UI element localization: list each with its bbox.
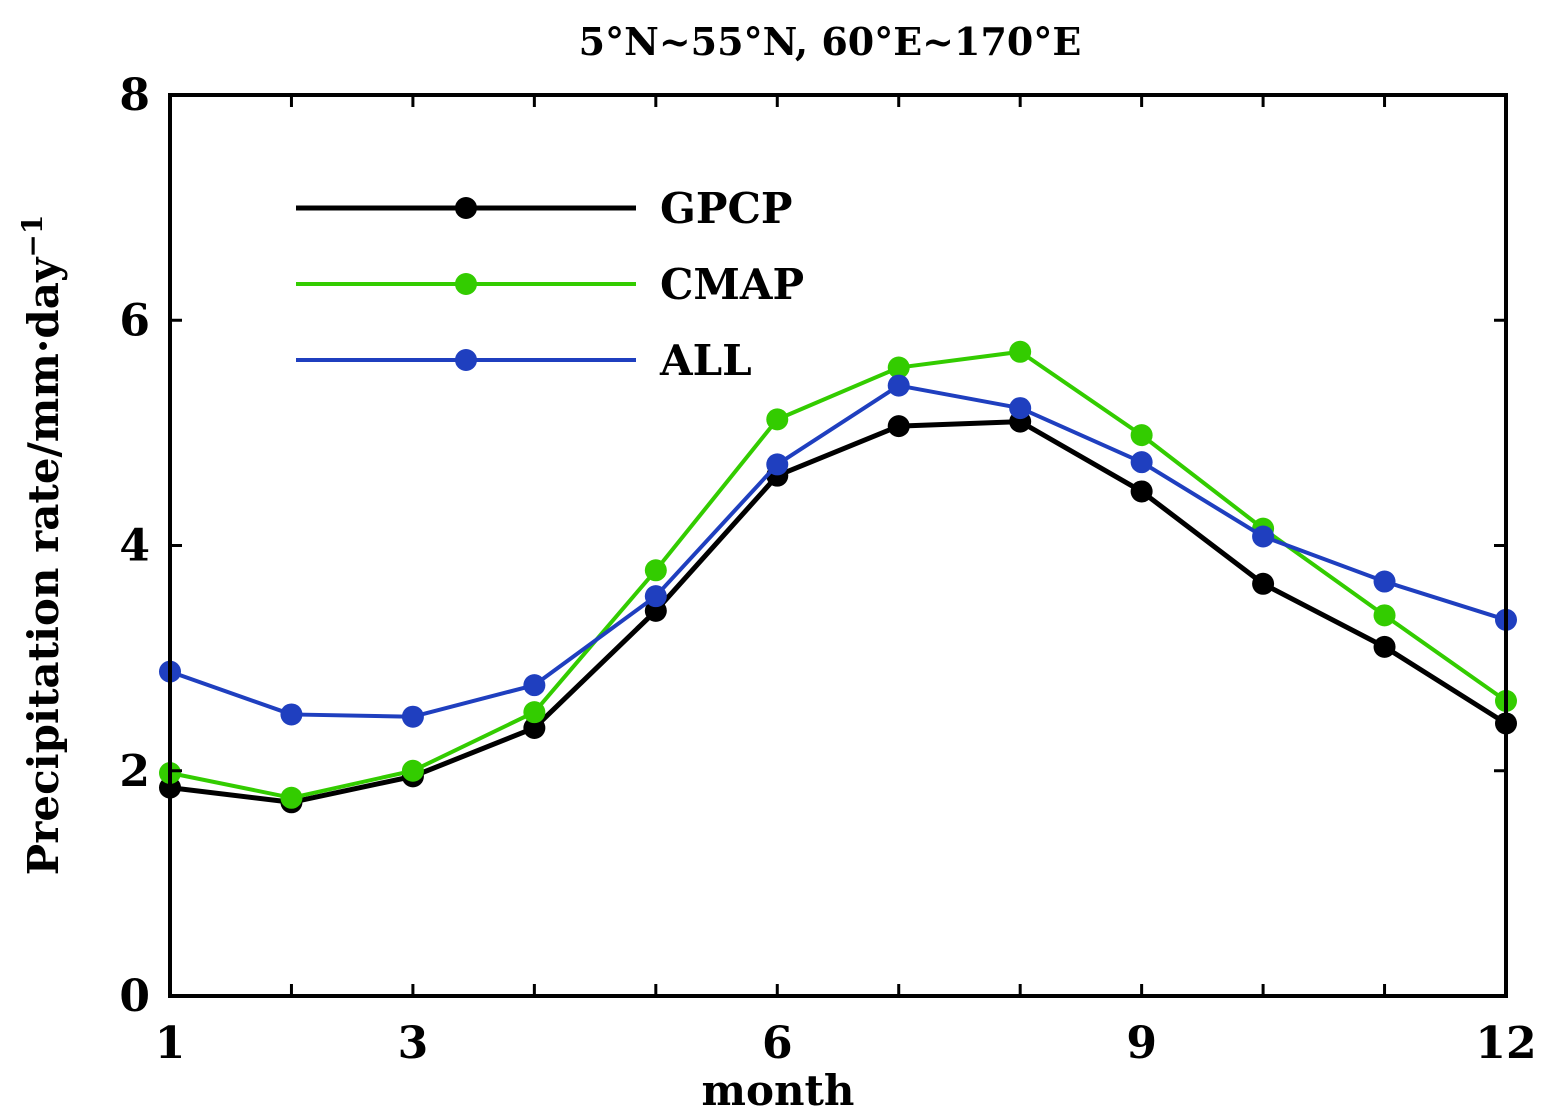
x-tick-label: 6 (762, 1018, 793, 1069)
point-all (644, 585, 667, 608)
ticks-layer: 1 3 6 9 12 0 2 4 6 8 (119, 70, 1536, 1069)
y-axis-title-main: Precipitation rate/mm·day (19, 256, 68, 875)
point-cmap (1009, 340, 1032, 363)
point-cmap (887, 356, 910, 379)
series-cmap (159, 340, 1517, 809)
point-all (1130, 451, 1153, 474)
legend-marker-gpcp (455, 197, 477, 219)
point-all (401, 705, 424, 728)
series-line-all (169, 383, 1507, 719)
series-line-cmap (169, 349, 1508, 800)
x-tick-label: 12 (1475, 1018, 1536, 1069)
point-cmap (1130, 424, 1153, 447)
y-tick-label: 0 (119, 971, 150, 1022)
y-axis-title-superscript: −1 (16, 215, 49, 258)
y-tick-label: 8 (119, 70, 150, 121)
point-all (1373, 570, 1396, 593)
x-tick-label: 9 (1126, 1018, 1157, 1069)
y-axis-title: Precipitation rate/mm·day−1 (16, 215, 68, 876)
point-cmap (644, 559, 667, 582)
legend-marker-all (455, 349, 477, 371)
plot-frame (168, 93, 1508, 998)
legend-item-gpcp: GPCP (296, 184, 792, 233)
point-all (523, 674, 546, 697)
point-all (766, 453, 789, 476)
point-all (887, 374, 910, 397)
y-tick-label: 4 (119, 521, 150, 572)
point-gpcp (523, 716, 546, 739)
legend-label-cmap: CMAP (660, 260, 804, 309)
point-all (1252, 525, 1275, 548)
point-all (280, 703, 303, 726)
x-tick-label: 3 (398, 1018, 429, 1069)
legend-label-all: ALL (659, 336, 752, 385)
point-gpcp (1130, 480, 1153, 503)
legend-item-all: ALL (296, 336, 752, 385)
series-layer (159, 340, 1517, 814)
point-gpcp (1373, 635, 1396, 658)
y-tick-label: 6 (119, 295, 150, 346)
x-tick-label: 1 (155, 1018, 186, 1069)
series-line-gpcp (169, 419, 1508, 805)
series-all (159, 374, 1517, 728)
point-cmap (523, 701, 546, 724)
point-all (1009, 397, 1032, 420)
y-tick-label: 2 (119, 746, 150, 797)
point-cmap (401, 759, 424, 782)
point-gpcp (887, 415, 910, 438)
legend-marker-cmap (455, 273, 477, 295)
point-cmap (1373, 604, 1396, 627)
chart-title: 5°N~55°N, 60°E~170°E (579, 19, 1082, 64)
x-axis-title: month (702, 1066, 855, 1115)
point-gpcp (1252, 572, 1275, 595)
point-cmap (766, 408, 789, 431)
legend: GPCP CMAP ALL (296, 184, 804, 385)
series-gpcp (159, 410, 1517, 814)
legend-item-cmap: CMAP (296, 260, 804, 309)
legend-label-gpcp: GPCP (660, 184, 792, 233)
point-cmap (280, 786, 303, 809)
